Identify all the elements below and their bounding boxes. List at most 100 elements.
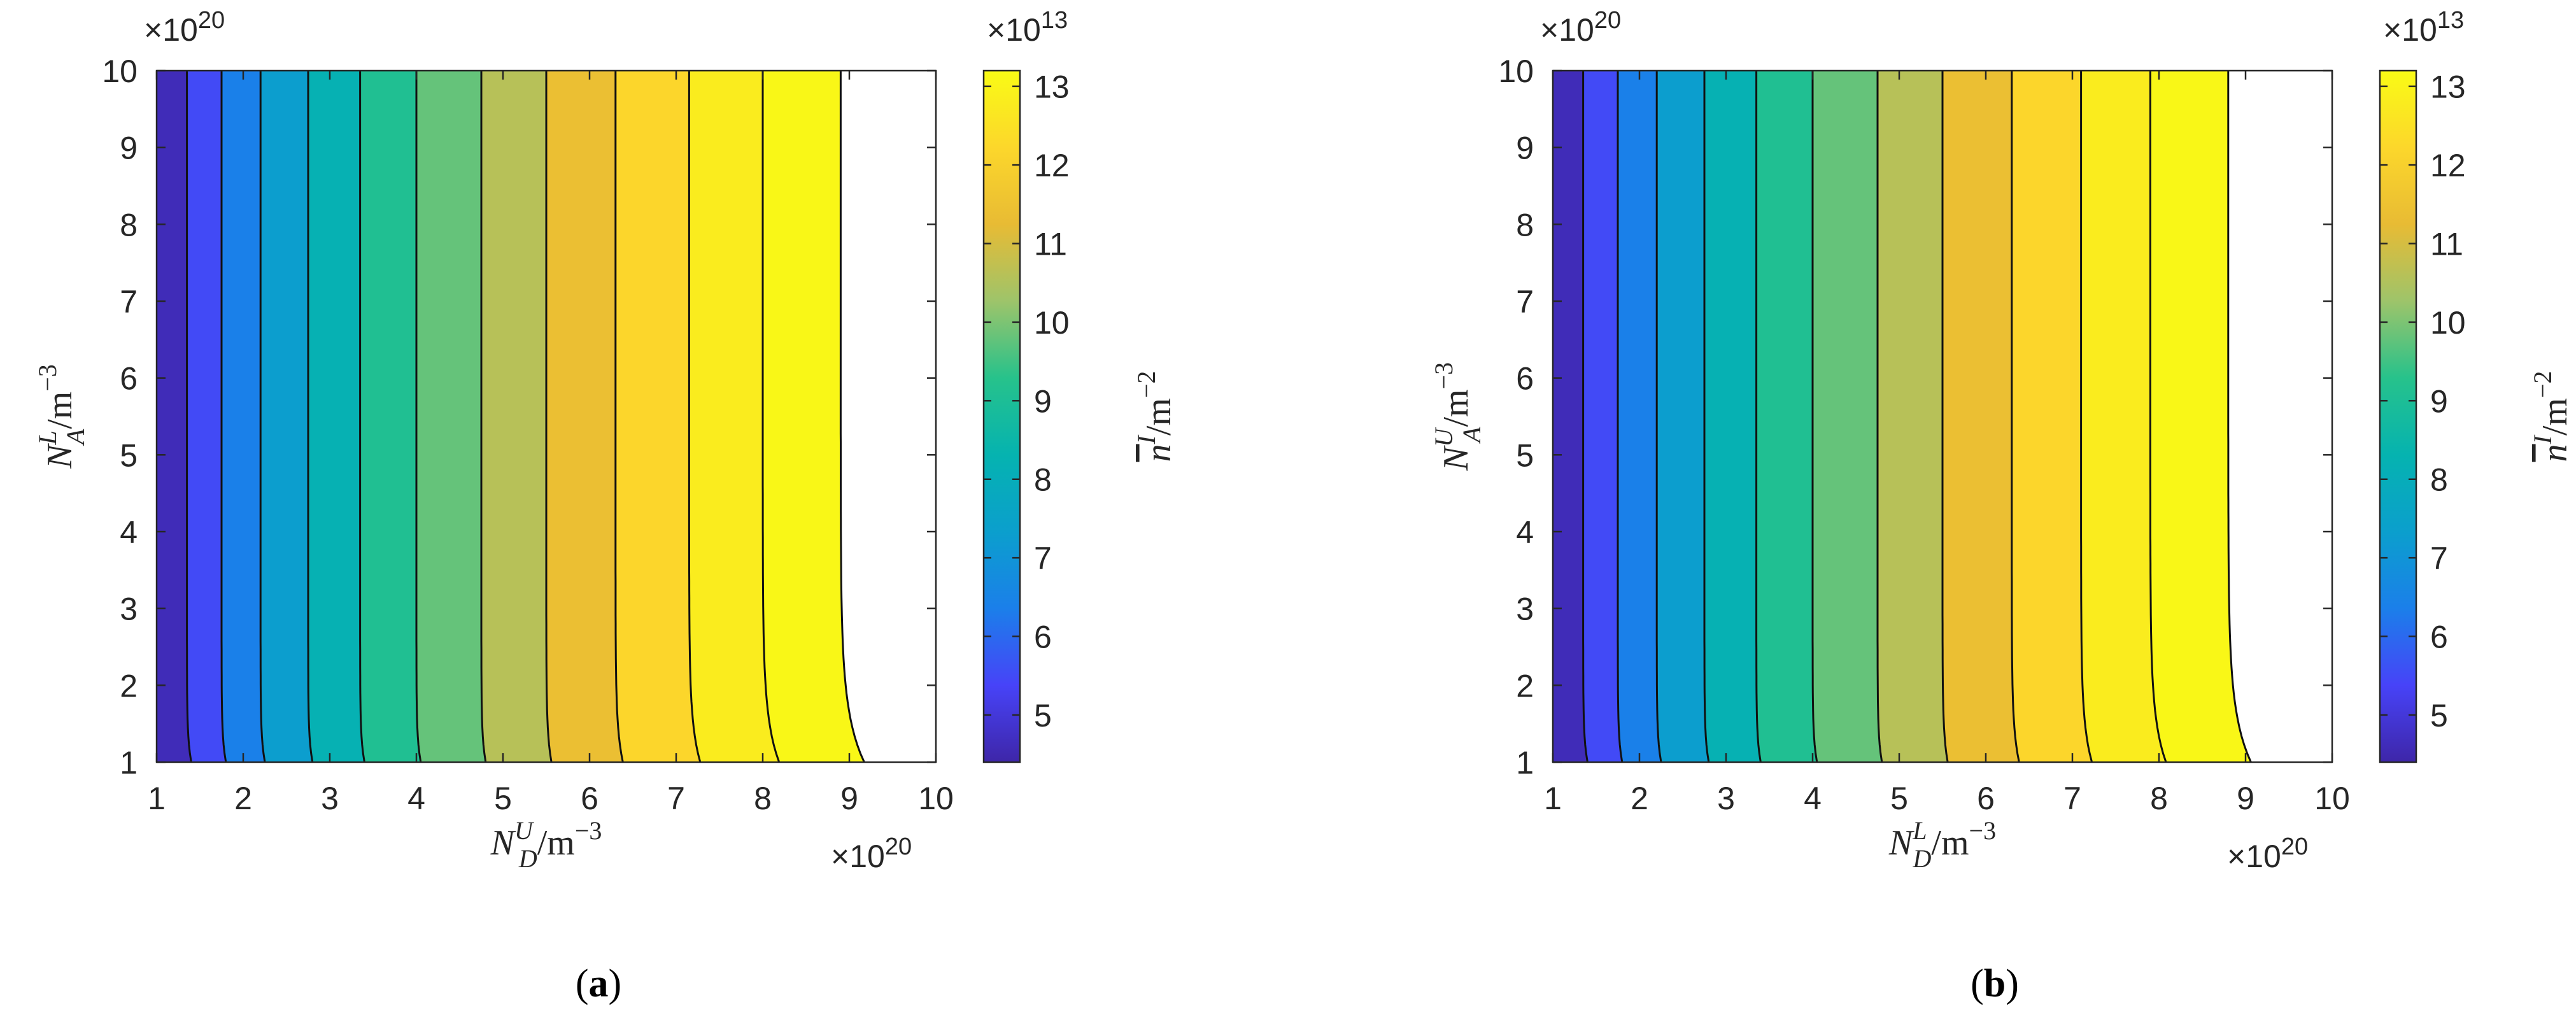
contour-band [2011, 71, 2092, 762]
contour-line [186, 71, 192, 762]
contour-line [480, 71, 487, 762]
colorbar-tick-label: 10 [2430, 305, 2466, 341]
contour-band [416, 71, 486, 762]
colorbar-tick-label: 5 [1034, 698, 1052, 733]
y-tick-label: 2 [120, 668, 138, 704]
x-tick-label: 7 [2063, 781, 2081, 816]
colorbar-label: nI/m−2 [2528, 371, 2575, 462]
x-tick-label: 1 [148, 781, 166, 816]
colorbar-tick-label: 7 [1034, 541, 1052, 576]
y-axis-label-group: NLA/m−3 [33, 364, 90, 469]
y-tick-label: 3 [120, 591, 138, 627]
colorbar-label-group: nI/m−2 [2528, 371, 2575, 462]
x-axis-multiplier: ×1020 [2227, 833, 2308, 874]
colorbar-tick-label: 11 [2430, 227, 2463, 262]
contour-line [2149, 71, 2167, 762]
contour-line [359, 71, 365, 762]
colorbar-tick-label: 7 [2430, 541, 2448, 576]
colorbar-tick-label: 11 [1034, 227, 1067, 262]
contour-line [415, 71, 422, 762]
contour-line [839, 71, 865, 762]
y-tick-label: 7 [120, 284, 138, 320]
colorbar-tick-label: 13 [1034, 69, 1070, 105]
x-tick-label: 9 [840, 781, 858, 816]
contour-line [1876, 71, 1883, 762]
x-tick-label: 4 [407, 781, 425, 816]
contour-line [688, 71, 702, 762]
colorbar-tick-label: 9 [2430, 383, 2448, 419]
contour-band [360, 71, 421, 762]
panel-caption: (b) [1971, 962, 2019, 1005]
contour-line [1617, 71, 1624, 762]
contour-band [187, 71, 226, 762]
x-tick-label: 9 [2237, 781, 2254, 816]
x-tick-label: 2 [234, 781, 252, 816]
y-axis-label-group: NUA/m−3 [1429, 362, 1486, 471]
x-tick-label: 6 [581, 781, 598, 816]
contour-band [1813, 71, 1882, 762]
y-tick-label: 1 [1516, 745, 1534, 781]
contour-band [260, 71, 313, 762]
colorbar-tick-label: 8 [1034, 462, 1052, 498]
colorbar-label-group: nI/m−2 [1132, 371, 1178, 462]
contour-line [1655, 71, 1662, 762]
y-tick-label: 9 [120, 131, 138, 166]
y-tick-label: 4 [1516, 514, 1534, 550]
y-tick-label: 5 [120, 437, 138, 473]
contour-line [1941, 71, 1949, 762]
x-tick-label: 10 [2314, 781, 2350, 816]
contour-band [2081, 71, 2166, 762]
contour-line [2080, 71, 2093, 762]
contour-line [1582, 71, 1589, 762]
y-tick-label: 7 [1516, 284, 1534, 320]
y-tick-label: 8 [120, 207, 138, 243]
contour-line [1755, 71, 1762, 762]
y-tick-label: 10 [102, 53, 138, 89]
colorbar: 5 6 7 8 9 10 11 12 13 ×1013 nI/m−2 [2379, 7, 2575, 763]
contour-line [220, 71, 227, 762]
colorbar-tick-label: 10 [1034, 305, 1070, 341]
x-tick-label: 5 [1890, 781, 1908, 816]
contour-band [1657, 71, 1709, 762]
contour-band [546, 71, 623, 762]
contour-band [1618, 71, 1661, 762]
colorbar-gradient [982, 69, 1021, 763]
contour-line [1811, 71, 1818, 762]
plot-area [157, 71, 865, 762]
y-tick-label: 3 [1516, 591, 1534, 627]
colorbar-tick-label: 9 [1034, 383, 1052, 419]
colorbar-tick-label: 13 [2430, 69, 2466, 105]
contour-band [1943, 71, 2020, 762]
plot-frame [1552, 69, 2333, 763]
colorbar-tick-label: 6 [1034, 620, 1052, 655]
y-axis-label: NLA/m−3 [33, 364, 90, 469]
x-tick-label: 6 [1977, 781, 1995, 816]
contour-line [259, 71, 266, 762]
colorbar: 5 6 7 8 9 10 11 12 13 ×1013 nI/m−2 [982, 7, 1178, 763]
contour-band [2150, 71, 2251, 762]
y-tick-label: 1 [120, 745, 138, 781]
plot-frame [155, 69, 937, 763]
contour-band [615, 71, 700, 762]
x-axis-multiplier: ×1020 [831, 833, 912, 874]
x-tick-label: 4 [1804, 781, 1822, 816]
contour-band [222, 71, 265, 762]
contour-line [1703, 71, 1710, 762]
y-tick-label: 8 [1516, 207, 1534, 243]
x-tick-label: 8 [754, 781, 772, 816]
colorbar-multiplier: ×1013 [2383, 7, 2464, 48]
y-tick-label: 4 [120, 514, 138, 550]
y-tick-label: 6 [120, 361, 138, 397]
plot-area [1553, 71, 2252, 762]
contour-band [1878, 71, 1948, 762]
y-tick-label: 6 [1516, 361, 1534, 397]
contour-line [2011, 71, 2020, 762]
contour-band [763, 71, 865, 762]
contour-line [307, 71, 314, 762]
y-tick-label: 9 [1516, 131, 1534, 166]
y-tick-label: 10 [1498, 53, 1534, 89]
y-axis-label: NUA/m−3 [1429, 362, 1486, 471]
y-axis-multiplier: ×1020 [1540, 7, 1621, 48]
